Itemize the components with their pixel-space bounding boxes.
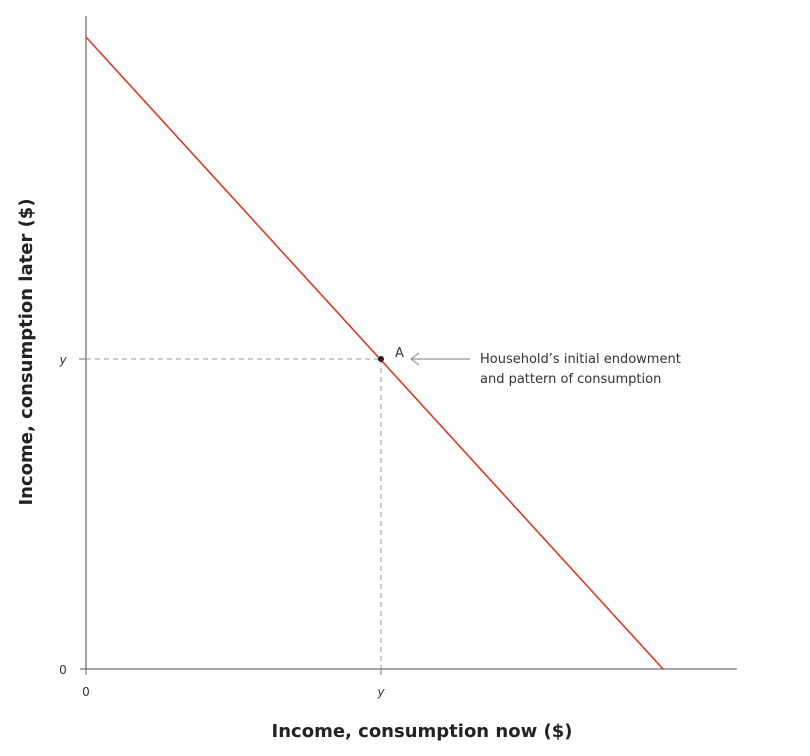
point-a-marker	[378, 356, 384, 362]
x-tick-label-zero: 0	[82, 685, 90, 699]
budget-constraint-line	[85, 36, 664, 670]
y-axis-title: Income, consumption later ($)	[16, 198, 37, 505]
x-axis-title: Income, consumption now ($)	[272, 721, 573, 742]
point-a-label: A	[395, 346, 404, 361]
annotation-line-1: Household’s initial endowment	[480, 352, 681, 367]
arrow-left-icon	[410, 352, 420, 366]
y-tick-label-zero: 0	[59, 663, 67, 677]
y-tick-label-y: y	[58, 353, 67, 367]
annotation-line-2: and pattern of consumption	[480, 372, 661, 387]
x-tick-label-y: y	[376, 685, 385, 699]
